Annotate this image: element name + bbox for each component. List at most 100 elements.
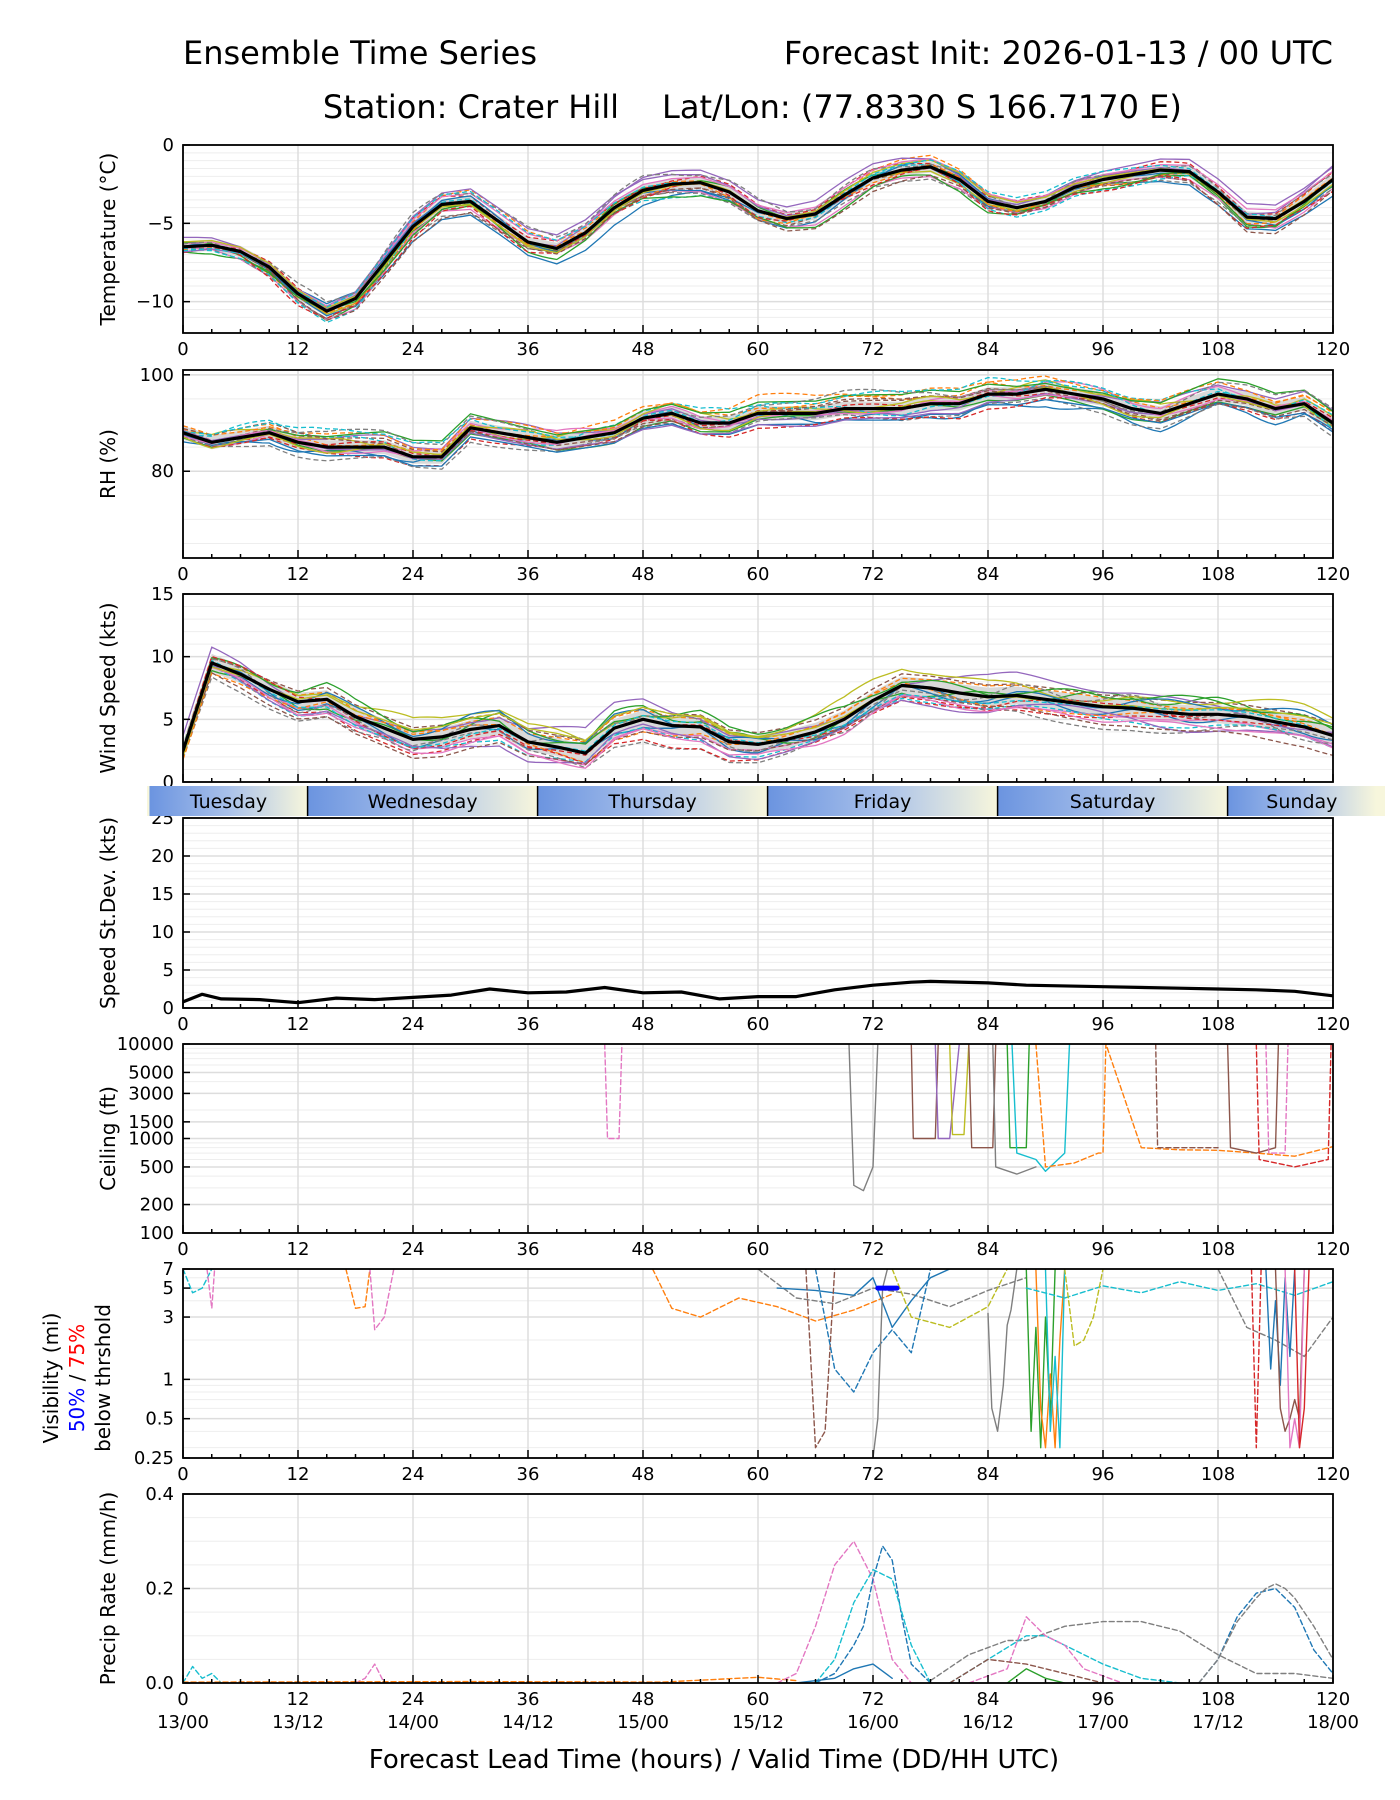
x-tick-label: 12: [287, 1464, 310, 1485]
ensemble-member-line: [814, 1545, 932, 1683]
y-tick-label: 20: [151, 846, 174, 867]
plot-area-wind: [183, 646, 1333, 769]
y-tick-label: 100: [140, 1223, 174, 1244]
day-label: Saturday: [1070, 791, 1156, 813]
plot-area-vis: [183, 1269, 1333, 1458]
y-tick-label: 5: [163, 709, 174, 730]
ensemble-member-line: [651, 1269, 893, 1322]
ensemble-member-line: [183, 663, 1333, 764]
x-tick-label: 96: [1092, 1464, 1115, 1485]
x-tick-label: 36: [517, 564, 540, 585]
y-tick-label: 100: [140, 365, 174, 386]
x-tick-label: 0: [177, 1239, 188, 1260]
day-segment: [997, 786, 1228, 816]
x-tick-label: 108: [1201, 339, 1235, 360]
ensemble-mean-line: [183, 661, 1333, 755]
ensemble-member-line: [1006, 1668, 1066, 1683]
valid-time-label: 18/00: [1307, 1712, 1359, 1733]
plot-area-ceil: [604, 1044, 1333, 1192]
valid-time-label: 13/12: [272, 1712, 324, 1733]
ensemble-member-line: [776, 1540, 912, 1683]
station-name: Station: Crater Hill: [323, 88, 619, 126]
ensemble-member-line: [814, 1568, 932, 1683]
day-segment: [537, 786, 768, 816]
x-tick-label: 48: [632, 1014, 655, 1035]
x-tick-label: 60: [747, 339, 770, 360]
y-tick-label: 7: [163, 1259, 174, 1280]
y-tick-label: 0: [163, 135, 174, 156]
plot-area-precip: [183, 1540, 1333, 1683]
x-tick-label: 24: [402, 1239, 425, 1260]
ensemble-member-line: [814, 1269, 932, 1393]
ensemble-member-line: [1064, 1269, 1104, 1347]
ensemble-member-line: [1035, 1269, 1066, 1449]
x-tick-label: 12: [287, 1014, 310, 1035]
ensemble-member-line: [183, 397, 1333, 458]
ensemble-member-line: [183, 159, 1333, 305]
x-axis-label: Forecast Lead Time (hours) / Valid Time …: [369, 1745, 1059, 1775]
ensemble-member-line: [183, 158, 1333, 307]
valid-time-label: 16/12: [962, 1712, 1014, 1733]
x-tick-label: 24: [402, 1689, 425, 1710]
ensemble-member-line: [968, 1616, 1123, 1683]
ensemble-member-line: [183, 1269, 213, 1294]
x-tick-label: 72: [862, 1239, 885, 1260]
y-tick-label: −10: [136, 292, 174, 313]
panel-temp: 0 −5 −10 0 12 24 36 48 60 72 84 96 108 120 Temperature…: [96, 135, 1350, 360]
y-tick-label: 5: [163, 1278, 174, 1299]
x-tick-label: 36: [517, 1464, 540, 1485]
day-segment: [307, 786, 538, 816]
vis-ylabel-p50: 50%: [65, 1388, 89, 1432]
ensemble-member-line: [183, 158, 1333, 307]
x-tick-label: 108: [1201, 1014, 1235, 1035]
ensemble-member-line: [183, 1676, 797, 1683]
y-tick-label: 500: [140, 1157, 174, 1178]
x-tick-label: 120: [1316, 1689, 1350, 1710]
panel-rh: 80 100 0 12 24 36 48 60 72 84 96 108 120 RH (%): [96, 365, 1350, 585]
x-tick-label: 84: [977, 1689, 1000, 1710]
x-tick-label: 72: [862, 339, 885, 360]
x-tick-label: 108: [1201, 1689, 1235, 1710]
valid-time-label: 15/00: [617, 1712, 669, 1733]
x-tick-label: 84: [977, 1239, 1000, 1260]
ensemble-member-line: [949, 1044, 970, 1136]
x-tick-label: 12: [287, 1689, 310, 1710]
y-tick-label: 10: [151, 647, 174, 668]
x-tick-label: 60: [747, 1689, 770, 1710]
day-label: Tuesday: [189, 791, 267, 813]
ensemble-member-line: [987, 1269, 1018, 1432]
ensemble-member-line: [1011, 1044, 1071, 1172]
y-tick-label: 3: [163, 1307, 174, 1328]
valid-time-label: 15/12: [732, 1712, 784, 1733]
panels: 0−5−100 12 24 36 48 60 72 84 96 108 120Temperature…: [96, 135, 1359, 1733]
x-tick-label: 108: [1201, 564, 1235, 585]
x-tick-label: 24: [402, 1014, 425, 1035]
x-tick-label: 60: [747, 1239, 770, 1260]
vis-ylabel-line3: below thrshold: [91, 1304, 115, 1452]
ensemble-member-line: [1284, 1269, 1305, 1449]
ensemble-member-line: [183, 163, 1333, 303]
ensemble-member-line: [183, 163, 1333, 324]
ensemble-member-line: [183, 381, 1333, 452]
x-tick-label: 60: [747, 1014, 770, 1035]
ensemble-member-line: [345, 1269, 371, 1309]
ensemble-member-line: [183, 664, 1333, 756]
ensemble-member-line: [805, 1269, 836, 1449]
ensemble-member-line: [183, 664, 1333, 756]
x-tick-label: 12: [287, 1239, 310, 1260]
ensemble-member-line: [1217, 1269, 1333, 1358]
y-tick-label: 5: [163, 960, 174, 981]
ensemble-member-line: [1006, 1044, 1030, 1149]
ensemble-member-line: [183, 658, 1333, 752]
x-tick-label: 108: [1201, 1239, 1235, 1260]
x-tick-label: 96: [1092, 1239, 1115, 1260]
ensemble-member-line: [183, 378, 1333, 443]
vis-ylabel-line2: 50% / 75%: [65, 1324, 89, 1432]
y-tick-label: 3000: [128, 1083, 174, 1104]
x-tick-label: 0: [177, 1689, 188, 1710]
y-axis-label-ceil: Ceiling (ft): [96, 1086, 120, 1191]
x-tick-label: 48: [632, 1464, 655, 1485]
day-band: Tuesday Wednesday Thursday Friday Saturday Su…: [147, 786, 1385, 816]
y-tick-label: 1: [163, 1369, 174, 1390]
